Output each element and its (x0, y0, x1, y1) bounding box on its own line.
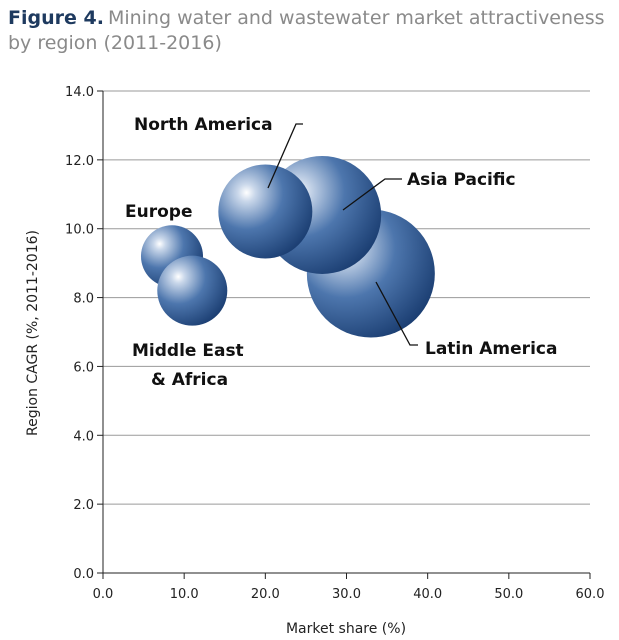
y-tick-label: 8.0 (73, 292, 94, 307)
leader-line (375, 281, 418, 346)
bubble-middle-east-africa (157, 255, 228, 326)
region-label: Europe (125, 202, 192, 222)
figure-title-text: Mining water and wastewater market attra… (8, 7, 605, 54)
leader-line (342, 178, 402, 211)
y-tick-label: 14.0 (65, 85, 94, 100)
x-tick-label: 20.0 (251, 587, 280, 602)
leader-lines (267, 123, 418, 346)
region-label: Latin America (425, 339, 557, 359)
y-tick-label: 4.0 (73, 429, 94, 444)
bubbles (140, 155, 435, 338)
y-tick-label: 10.0 (65, 223, 94, 238)
region-label: Asia Pacific (407, 170, 516, 190)
x-tick-label: 30.0 (332, 587, 361, 602)
figure-number: Figure 4. (8, 7, 104, 29)
x-tick-label: 60.0 (576, 587, 605, 602)
y-tick-label: 12.0 (65, 154, 94, 169)
axes: 0.0 2.0 4.0 6.0 8.0 10.0 12.0 14.0 0.0 10.0 20.0 30… (65, 85, 604, 602)
bubble-north-america (218, 164, 313, 259)
region-labels: Latin America Asia Pacific North America Eu… (125, 115, 557, 390)
y-tick-label: 2.0 (73, 498, 94, 513)
region-label: North America (134, 115, 273, 135)
y-tick-label: 0.0 (73, 567, 94, 582)
x-tick-label: 40.0 (413, 587, 442, 602)
x-tick-label: 10.0 (170, 587, 199, 602)
leader-line (267, 123, 303, 189)
y-axis-label: Region CAGR (%, 2011-2016) (25, 230, 41, 436)
y-tick-label: 6.0 (73, 360, 94, 375)
x-tick-label: 0.0 (93, 587, 114, 602)
figure-title: Figure 4. Mining water and wastewater mar… (8, 6, 608, 56)
x-tick-label: 50.0 (494, 587, 523, 602)
region-label: Middle East & Africa (132, 341, 244, 390)
x-axis-label: Market share (%) (286, 621, 406, 637)
